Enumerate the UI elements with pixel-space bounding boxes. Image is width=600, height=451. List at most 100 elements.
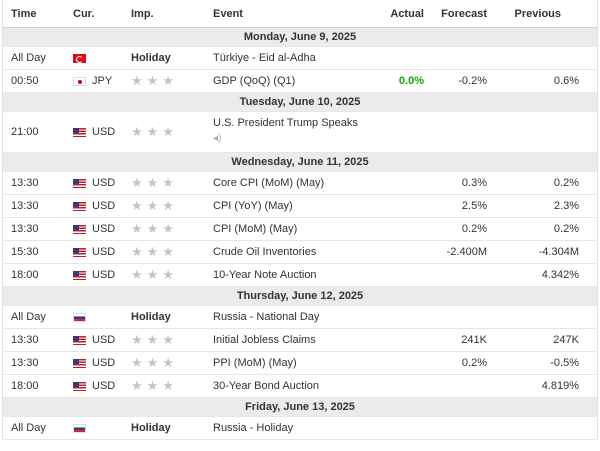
event-previous: 4.342% (541, 269, 579, 281)
event-time: 13:30 (11, 177, 39, 189)
event-time: 13:30 (11, 200, 39, 212)
event-actual: 0.0% (398, 75, 424, 87)
holiday-label: Holiday (131, 422, 171, 434)
event-currency: USD (73, 218, 115, 240)
event-time: All Day (11, 422, 46, 434)
us-flag-icon (73, 335, 86, 345)
event-currency (73, 417, 92, 439)
speaker-icon[interactable]: ◂) (213, 133, 222, 144)
event-currency: USD (73, 352, 115, 374)
us-flag-icon (73, 381, 86, 391)
event-currency: USD (73, 112, 115, 152)
event-previous: 2.3% (553, 200, 579, 212)
header-forecast[interactable]: Forecast (441, 7, 487, 20)
event-previous: 4.819% (541, 380, 579, 392)
us-flag-icon (73, 358, 86, 368)
day-header: Wednesday, June 11, 2025 (3, 153, 597, 172)
importance-stars-icon: ★★★ (131, 198, 178, 213)
event-time: 18:00 (11, 269, 39, 281)
event-currency: USD (73, 195, 115, 217)
table-row[interactable]: 21:00 USD ★★★ U.S. President Trump Speak… (3, 112, 597, 153)
header-importance[interactable]: Imp. (131, 7, 154, 20)
event-previous: 0.6% (553, 75, 579, 87)
header-time[interactable]: Time (11, 7, 37, 20)
header-currency[interactable]: Cur. (73, 7, 95, 20)
event-time: All Day (11, 311, 46, 323)
importance-stars-icon: ★★★ (131, 221, 178, 236)
economic-calendar-table: Time Cur. Imp. Event Actual Forecast Pre… (2, 0, 598, 440)
event-forecast: 241K (461, 334, 487, 346)
importance-stars-icon: ★★★ (131, 244, 178, 259)
us-flag-icon (73, 127, 86, 137)
importance-stars-icon: ★★★ (131, 175, 178, 190)
table-row[interactable]: All Day Holiday Russia - Holiday (3, 417, 597, 440)
russia-flag-icon (73, 312, 86, 322)
importance-stars-icon: ★★★ (131, 355, 178, 370)
table-row[interactable]: All Day Holiday Türkiye - Eid al-Adha (3, 47, 597, 70)
table-row[interactable]: 13:30 USD ★★★ CPI (MoM) (May) 0.2% 0.2% (3, 218, 597, 241)
table-row[interactable]: 13:30 USD ★★★ CPI (YoY) (May) 2.5% 2.3% (3, 195, 597, 218)
table-row[interactable]: All Day Holiday Russia - National Day (3, 306, 597, 329)
event-currency: USD (73, 241, 115, 263)
event-previous: 247K (553, 334, 579, 346)
table-row[interactable]: 18:00 USD ★★★ 30-Year Bond Auction 4.819… (3, 375, 597, 398)
event-name[interactable]: Türkiye - Eid al-Adha (213, 52, 316, 64)
event-currency: USD (73, 172, 115, 194)
event-currency: JPY (73, 70, 112, 92)
event-forecast: 0.2% (461, 357, 487, 369)
importance-stars-icon: ★★★ (131, 332, 178, 347)
event-time: 21:00 (11, 126, 39, 138)
table-row[interactable]: 13:30 USD ★★★ Core CPI (MoM) (May) 0.3% … (3, 172, 597, 195)
holiday-label: Holiday (131, 52, 171, 64)
day-header: Thursday, June 12, 2025 (3, 287, 597, 306)
us-flag-icon (73, 247, 86, 257)
header-previous[interactable]: Previous (514, 7, 561, 20)
event-name[interactable]: U.S. President Trump Speaks (213, 117, 358, 129)
event-name[interactable]: Initial Jobless Claims (213, 334, 316, 346)
header-actual[interactable]: Actual (390, 7, 424, 20)
event-name[interactable]: 10-Year Note Auction (213, 269, 317, 281)
event-previous: 0.2% (553, 177, 579, 189)
event-name[interactable]: Russia - National Day (213, 311, 320, 323)
table-row[interactable]: 13:30 USD ★★★ PPI (MoM) (May) 0.2% -0.5% (3, 352, 597, 375)
event-time: 13:30 (11, 357, 39, 369)
event-currency (73, 306, 92, 328)
event-forecast: -2.400M (446, 246, 487, 258)
header-event[interactable]: Event (213, 7, 243, 20)
table-row[interactable]: 15:30 USD ★★★ Crude Oil Inventories -2.4… (3, 241, 597, 264)
event-forecast: 2.5% (461, 200, 487, 212)
importance-stars-icon: ★★★ (131, 73, 178, 88)
importance-stars-icon: ★★★ (131, 378, 178, 393)
table-row[interactable]: 00:50 JPY ★★★ GDP (QoQ) (Q1) 0.0% -0.2% … (3, 70, 597, 93)
event-currency: USD (73, 329, 115, 351)
event-name[interactable]: CPI (YoY) (May) (213, 200, 293, 212)
event-name[interactable]: Russia - Holiday (213, 422, 294, 434)
event-cell: U.S. President Trump Speaks ◂) (213, 112, 358, 152)
day-header: Tuesday, June 10, 2025 (3, 93, 597, 112)
event-time: 15:30 (11, 246, 39, 258)
event-time: 00:50 (11, 75, 39, 87)
event-time: 18:00 (11, 380, 39, 392)
day-header: Monday, June 9, 2025 (3, 28, 597, 47)
event-name[interactable]: PPI (MoM) (May) (213, 357, 297, 369)
event-forecast: 0.3% (461, 177, 487, 189)
us-flag-icon (73, 201, 86, 211)
japan-flag-icon (73, 76, 86, 86)
event-currency (73, 47, 92, 69)
turkey-flag-icon (73, 53, 86, 63)
event-name[interactable]: GDP (QoQ) (Q1) (213, 75, 296, 87)
event-currency: USD (73, 375, 115, 397)
event-previous: 0.2% (553, 223, 579, 235)
table-row[interactable]: 13:30 USD ★★★ Initial Jobless Claims 241… (3, 329, 597, 352)
importance-stars-icon: ★★★ (131, 124, 178, 139)
event-name[interactable]: Crude Oil Inventories (213, 246, 317, 258)
day-header: Friday, June 13, 2025 (3, 398, 597, 417)
event-name[interactable]: Core CPI (MoM) (May) (213, 177, 325, 189)
event-name[interactable]: 30-Year Bond Auction (213, 380, 320, 392)
event-forecast: -0.2% (458, 75, 487, 87)
event-time: 13:30 (11, 223, 39, 235)
table-row[interactable]: 18:00 USD ★★★ 10-Year Note Auction 4.342… (3, 264, 597, 287)
us-flag-icon (73, 224, 86, 234)
event-name[interactable]: CPI (MoM) (May) (213, 223, 298, 235)
event-forecast: 0.2% (461, 223, 487, 235)
